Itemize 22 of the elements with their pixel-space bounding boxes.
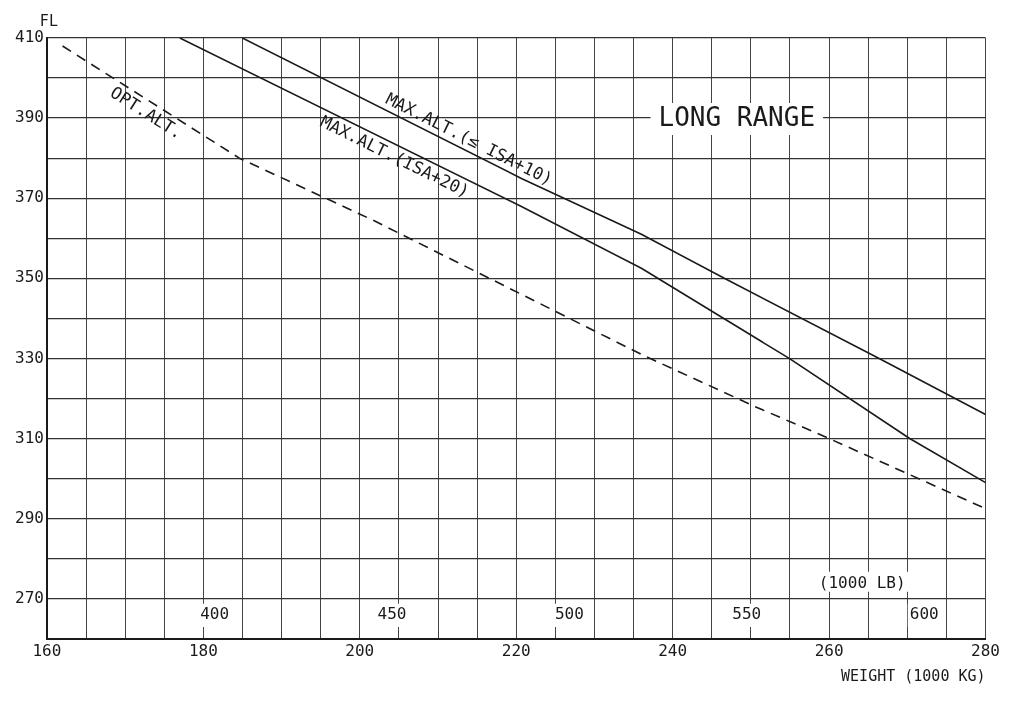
- x2-tick-label: 550: [732, 604, 762, 624]
- x2-tick-label: 450: [377, 604, 407, 624]
- x-tick-label: 180: [188, 640, 218, 660]
- x2-tick-label: 400: [200, 604, 230, 624]
- y-tick-label: 390: [14, 107, 44, 127]
- y-tick-label: 350: [14, 267, 44, 287]
- y-tick-label: 330: [14, 347, 44, 367]
- x-tick-label: 240: [658, 640, 688, 660]
- x2-tick-label: 600: [909, 604, 939, 624]
- x-tick-label: 280: [971, 640, 1000, 660]
- y-tick-label: 370: [14, 187, 44, 207]
- y-tick-label: 310: [14, 427, 44, 447]
- x-tick-label: 160: [32, 640, 62, 660]
- text: LONG RANGE: [658, 101, 816, 132]
- x-tick-label: 200: [345, 640, 375, 660]
- x2-tick-label: 500: [554, 604, 584, 624]
- x-axis-title: WEIGHT (1000 KG): [841, 666, 986, 685]
- y-tick-label: 270: [14, 587, 44, 607]
- x-tick-label: 260: [814, 640, 844, 660]
- x2-axis-title: (1000 LB): [818, 572, 906, 592]
- y-tick-label: 290: [14, 507, 44, 527]
- x-tick-label: 220: [501, 640, 531, 660]
